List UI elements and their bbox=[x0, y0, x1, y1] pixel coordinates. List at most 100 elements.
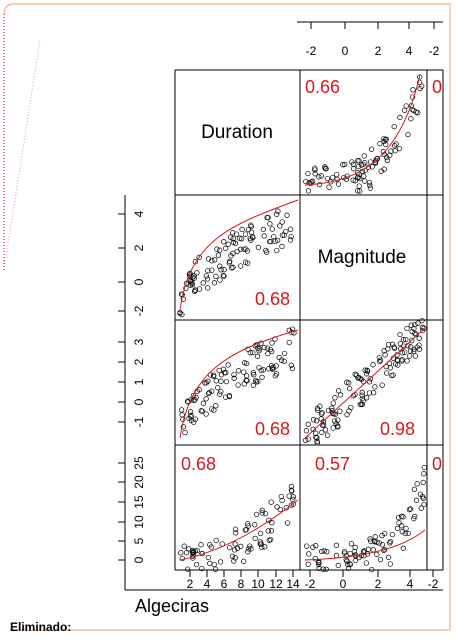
point bbox=[335, 562, 341, 569]
point bbox=[403, 103, 409, 109]
point bbox=[374, 539, 380, 545]
point bbox=[324, 432, 331, 438]
point bbox=[312, 165, 318, 171]
point bbox=[320, 566, 326, 572]
point bbox=[333, 542, 340, 548]
point bbox=[410, 87, 416, 93]
point bbox=[419, 324, 426, 330]
point bbox=[262, 544, 268, 550]
point bbox=[288, 233, 294, 240]
point bbox=[337, 392, 344, 398]
point bbox=[218, 267, 224, 273]
point bbox=[409, 106, 415, 113]
point bbox=[304, 543, 310, 549]
point bbox=[313, 418, 320, 424]
point bbox=[245, 346, 251, 352]
point bbox=[181, 543, 187, 549]
point bbox=[268, 363, 275, 369]
point bbox=[312, 556, 318, 562]
point bbox=[350, 177, 356, 183]
point bbox=[277, 506, 283, 513]
point bbox=[418, 505, 424, 511]
point bbox=[369, 566, 375, 573]
point bbox=[265, 215, 271, 221]
point bbox=[399, 523, 405, 529]
point bbox=[322, 427, 329, 433]
point bbox=[267, 536, 274, 543]
point bbox=[377, 140, 383, 147]
point bbox=[405, 530, 411, 537]
point bbox=[187, 409, 194, 415]
point bbox=[411, 348, 417, 355]
point bbox=[243, 373, 250, 379]
point bbox=[397, 331, 403, 338]
point bbox=[348, 541, 355, 547]
revision-label: Eliminado: bbox=[10, 620, 71, 634]
point bbox=[217, 559, 224, 565]
point bbox=[316, 561, 322, 568]
point bbox=[242, 259, 249, 265]
point bbox=[209, 267, 215, 273]
point bbox=[399, 529, 405, 535]
point bbox=[273, 371, 280, 377]
point bbox=[335, 181, 342, 187]
point bbox=[264, 345, 271, 351]
point bbox=[352, 557, 359, 564]
point bbox=[189, 280, 195, 287]
point bbox=[416, 335, 422, 341]
point bbox=[414, 481, 420, 487]
point bbox=[286, 493, 292, 499]
bottom-tick-label: 4 bbox=[204, 577, 211, 591]
point bbox=[250, 234, 256, 241]
point bbox=[421, 471, 427, 477]
correlation: 0 bbox=[432, 77, 442, 97]
point bbox=[367, 376, 373, 382]
point bbox=[241, 369, 247, 375]
point bbox=[310, 417, 317, 423]
point bbox=[402, 530, 408, 537]
point bbox=[394, 352, 400, 358]
point bbox=[346, 408, 352, 414]
point bbox=[223, 245, 229, 251]
point bbox=[189, 549, 196, 555]
point bbox=[305, 188, 312, 194]
correlation: 0.68 bbox=[181, 454, 216, 474]
point bbox=[414, 344, 420, 350]
point bbox=[385, 342, 392, 348]
top-tick-label: 4 bbox=[406, 44, 413, 58]
point bbox=[305, 436, 311, 442]
point bbox=[241, 558, 247, 564]
point bbox=[417, 74, 423, 80]
point bbox=[377, 358, 383, 365]
point bbox=[303, 178, 309, 185]
point bbox=[384, 157, 390, 163]
point bbox=[225, 241, 231, 247]
point bbox=[289, 365, 296, 372]
point bbox=[287, 237, 294, 243]
left-tick-label: 15 bbox=[132, 495, 146, 509]
point bbox=[288, 483, 295, 490]
point bbox=[374, 156, 380, 162]
point bbox=[346, 385, 353, 392]
point bbox=[183, 550, 190, 556]
point bbox=[235, 382, 241, 388]
point bbox=[382, 530, 388, 537]
point bbox=[397, 340, 403, 347]
point bbox=[239, 226, 245, 233]
point bbox=[230, 239, 237, 245]
point bbox=[232, 526, 239, 532]
point bbox=[192, 259, 199, 265]
point bbox=[210, 373, 217, 380]
point bbox=[261, 233, 267, 239]
point bbox=[291, 330, 297, 336]
point bbox=[281, 358, 287, 364]
point bbox=[188, 397, 194, 403]
point bbox=[245, 546, 252, 552]
point bbox=[211, 280, 218, 286]
point bbox=[211, 561, 217, 568]
page-frame-corner bbox=[3, 3, 15, 15]
point bbox=[218, 388, 224, 395]
point bbox=[363, 371, 370, 377]
point bbox=[284, 520, 291, 526]
point bbox=[196, 286, 203, 292]
